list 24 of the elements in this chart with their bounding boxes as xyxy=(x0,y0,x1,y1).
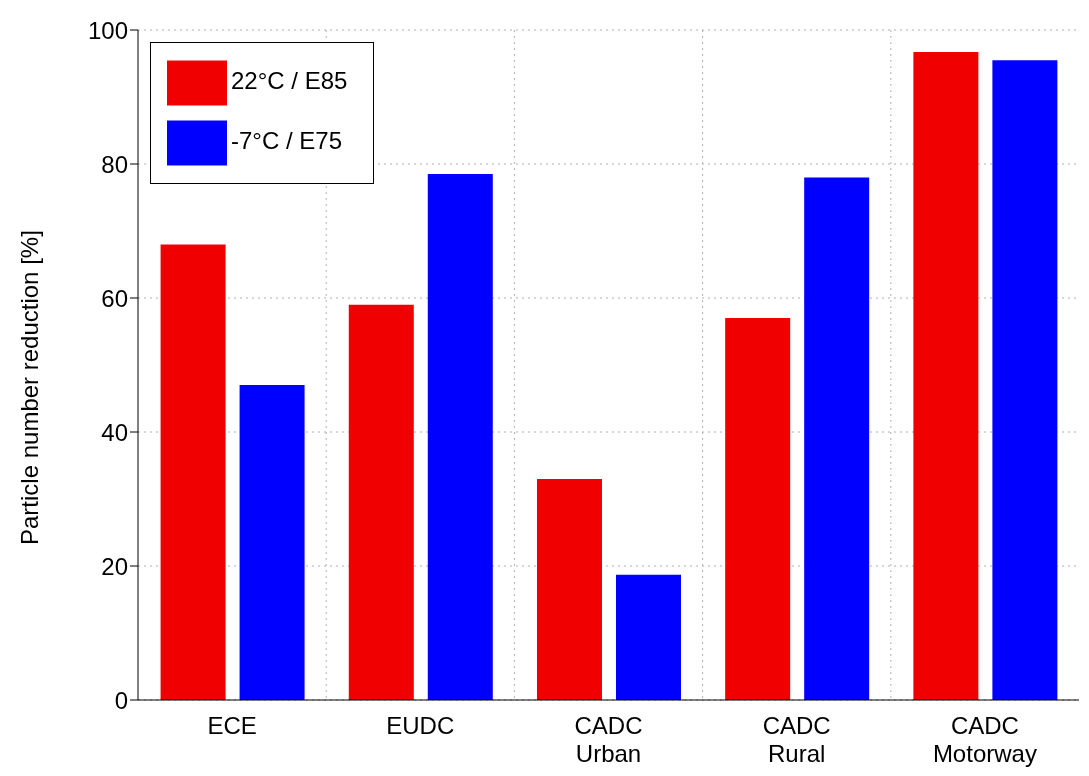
bar xyxy=(913,52,979,700)
x-tick-label: CADC Motorway xyxy=(932,712,1037,767)
bar xyxy=(160,244,226,700)
bar xyxy=(239,385,305,700)
bar xyxy=(615,574,681,700)
legend-label: -7°C / E75 xyxy=(231,127,342,155)
legend-label: 22°C / E85 xyxy=(231,67,348,95)
bar xyxy=(427,174,493,700)
x-tick-label: ECE xyxy=(207,712,257,739)
y-tick-label: 100 xyxy=(87,16,128,44)
x-tick-label: CADC Rural xyxy=(762,712,831,767)
bar xyxy=(992,60,1058,700)
bar xyxy=(536,478,602,700)
y-axis-title: Particle number reduction [%] xyxy=(15,230,43,545)
y-tick-label: 40 xyxy=(101,418,128,446)
y-tick-label: 0 xyxy=(114,686,128,714)
bar xyxy=(348,304,414,700)
y-tick-label: 20 xyxy=(101,552,128,580)
x-tick-label: CADC Urban xyxy=(574,712,643,767)
y-tick-label: 80 xyxy=(101,150,128,178)
x-tick-label: EUDC xyxy=(386,712,455,739)
y-tick-label: 60 xyxy=(101,284,128,312)
bar xyxy=(804,177,870,700)
bar xyxy=(725,318,791,700)
